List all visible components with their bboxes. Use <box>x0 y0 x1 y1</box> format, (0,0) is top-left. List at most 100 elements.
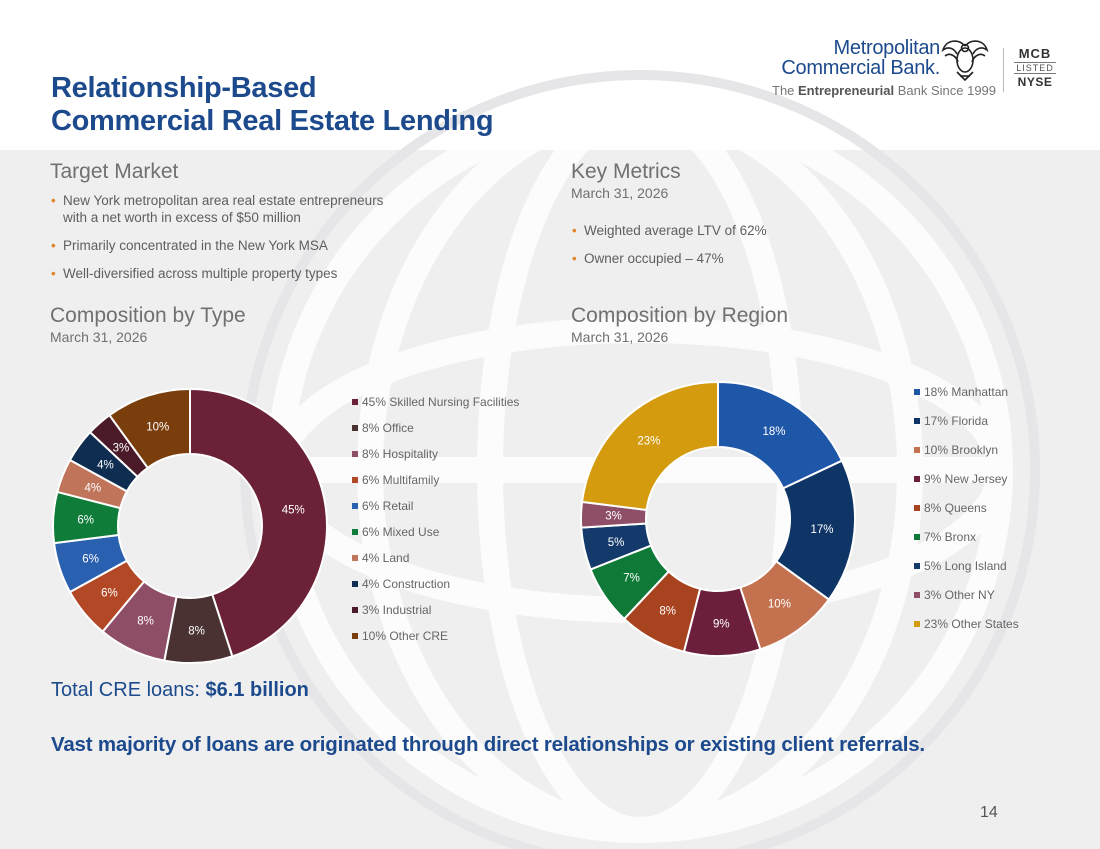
page-title: Relationship-Based Commercial Real Estat… <box>51 72 494 138</box>
key-metrics-list: Weighted average LTV of 62% Owner occupi… <box>572 222 872 278</box>
legend-label: 7% Bronx <box>924 530 977 544</box>
legend-swatch <box>352 581 358 587</box>
legend-item: 10% Brooklyn <box>914 443 998 457</box>
bank-tagline: The Entrepreneurial Bank Since 1999 <box>772 83 996 98</box>
donut-slice-1 <box>189 387 328 658</box>
legend-label: 10% Brooklyn <box>924 443 999 457</box>
legend-label: 6% Retail <box>362 499 414 513</box>
data-label: 8% <box>659 606 676 618</box>
data-label: 3% <box>113 443 130 455</box>
legend-item: 18% Manhattan <box>914 385 1008 399</box>
legend-swatch <box>352 477 358 483</box>
data-label: 6% <box>82 553 99 565</box>
ticker-symbol: MCB <box>1018 46 1052 61</box>
legend-item: 23% Other States <box>914 617 1019 631</box>
legend-swatch <box>914 592 920 598</box>
data-label: 7% <box>623 573 640 585</box>
legend-item: 5% Long Island <box>914 559 1007 573</box>
legend-item: 10% Other CRE <box>352 629 448 643</box>
data-label: 23% <box>637 436 660 448</box>
legend-item: 6% Multifamily <box>352 473 439 487</box>
data-label: 8% <box>137 616 154 628</box>
data-label: 4% <box>97 460 114 472</box>
legend-swatch <box>352 633 358 639</box>
data-label: 4% <box>85 483 102 495</box>
data-label: 18% <box>762 426 785 438</box>
legend-label: 8% Hospitality <box>362 447 439 461</box>
legend-item: 8% Queens <box>914 501 987 515</box>
page-number: 14 <box>980 804 998 821</box>
legend-label: 3% Industrial <box>362 603 432 617</box>
donut-slice-10 <box>108 387 191 470</box>
total-value: $6.1 billion <box>205 679 309 701</box>
nyse-ticker-badge: MCB LISTED NYSE <box>1014 46 1056 89</box>
legend-item: 8% Office <box>352 421 414 435</box>
donut-slice-2 <box>774 459 856 601</box>
legend-item: 3% Industrial <box>352 603 431 617</box>
legend-swatch <box>914 476 920 482</box>
footer-statement: Vast majority of loans are originated th… <box>51 733 925 756</box>
legend-item: 9% New Jersey <box>914 472 1007 486</box>
legend-item: 6% Mixed Use <box>352 525 439 539</box>
legend-swatch <box>914 447 920 453</box>
legend-swatch <box>914 389 920 395</box>
key-metrics-heading: Key Metrics <box>571 160 681 183</box>
legend-swatch <box>352 529 358 535</box>
list-item: Primarily concentrated in the New York M… <box>51 237 401 254</box>
key-metrics-date: March 31, 2026 <box>571 185 669 201</box>
data-label: 10% <box>146 422 169 434</box>
data-label: 5% <box>608 537 625 549</box>
legend-swatch <box>352 399 358 405</box>
type-donut-chart: 45% 8% 8% 6% 6% 6% 4% 4% 3% 10% <box>52 387 328 664</box>
legend-swatch <box>914 621 920 627</box>
legend-item: 4% Construction <box>352 577 450 591</box>
legend-swatch <box>352 555 358 561</box>
legend-swatch <box>352 451 358 457</box>
logo-line-2: Commercial Bank. <box>781 57 940 79</box>
data-label: 6% <box>101 588 118 600</box>
ticker-listed: LISTED <box>1014 62 1056 74</box>
legend-label: 8% Queens <box>924 501 987 515</box>
data-label: 8% <box>188 625 205 637</box>
tagline-pre: The <box>772 83 799 98</box>
legend-item: 3% Other NY <box>914 588 995 602</box>
bank-logo-name: Metropolitan Commercial Bank. <box>770 38 940 78</box>
legend-item: 17% Florida <box>914 414 988 428</box>
legend-label: 8% Office <box>362 421 414 435</box>
list-item: Owner occupied – 47% <box>572 250 872 267</box>
legend-item: 8% Hospitality <box>352 447 438 461</box>
type-chart-subtitle: March 31, 2026 <box>50 329 148 345</box>
tagline-post: Bank Since 1999 <box>894 83 997 98</box>
region-chart-legend: 18% Manhattan 17% Florida 10% Brooklyn 9% N… <box>914 385 1094 645</box>
target-market-heading: Target Market <box>50 160 179 183</box>
data-label: 9% <box>713 618 730 630</box>
ticker-exchange: NYSE <box>1017 75 1053 89</box>
legend-label: 6% Multifamily <box>362 473 440 487</box>
region-chart-title: Composition by Region <box>571 304 789 327</box>
list-item: Well-diversified across multiple propert… <box>51 265 401 282</box>
logo-line-1: Metropolitan <box>833 37 941 59</box>
data-label: 3% <box>605 511 622 523</box>
type-chart-title: Composition by Type <box>50 304 246 327</box>
title-line-2: Commercial Real Estate Lending <box>51 105 494 137</box>
legend-label: 5% Long Island <box>924 559 1007 573</box>
tagline-bold: Entrepreneurial <box>798 83 895 98</box>
legend-label: 6% Mixed Use <box>362 525 440 539</box>
data-label: 45% <box>282 505 305 517</box>
legend-swatch <box>352 607 358 613</box>
legend-label: 9% New Jersey <box>924 472 1008 486</box>
eagle-logo-icon <box>941 40 989 82</box>
list-item: Weighted average LTV of 62% <box>572 222 872 239</box>
data-label: 10% <box>768 599 791 611</box>
region-donut-chart: 18% 17% 10% 9% 8% 7% 5% 3% 23% <box>580 380 856 657</box>
legend-item: 7% Bronx <box>914 530 976 544</box>
legend-label: 3% Other NY <box>924 588 995 602</box>
legend-swatch <box>914 505 920 511</box>
total-cre-loans: Total CRE loans: $6.1 billion <box>51 679 309 702</box>
legend-swatch <box>914 534 920 540</box>
legend-label: 17% Florida <box>924 414 989 428</box>
data-label: 17% <box>811 524 834 536</box>
legend-swatch <box>352 503 358 509</box>
legend-label: 23% Other States <box>924 617 1019 631</box>
